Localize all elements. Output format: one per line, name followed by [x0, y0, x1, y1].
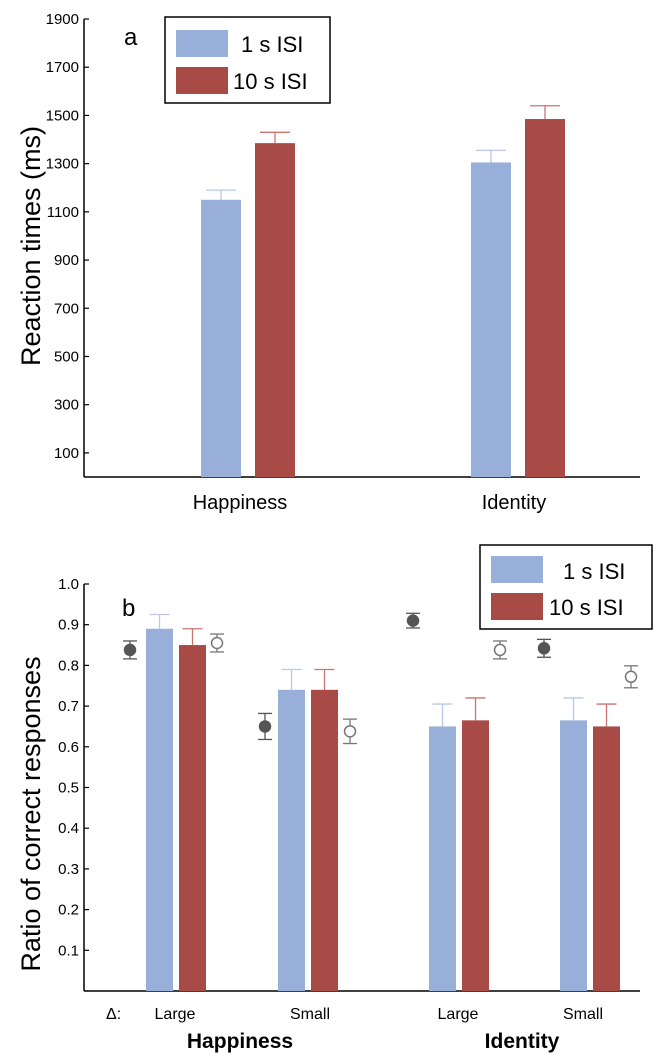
panel-a-legend-swatch-1s — [176, 30, 228, 57]
panel-a-bar — [525, 119, 565, 478]
panel-b-bars — [146, 613, 620, 991]
panel-b-legend-label-1s: 1 s ISI — [563, 559, 625, 584]
panel-b-filled-marker — [537, 642, 551, 655]
panel-b-letter: b — [122, 595, 135, 622]
panel-b-filled-marker — [123, 643, 137, 657]
panel-a-category-identity: Identity — [482, 492, 546, 514]
panel-a-bar — [255, 143, 295, 478]
panel-a-y-axis-label: Reaction times (ms) — [16, 126, 46, 366]
panel-a-y-tick-label: 100 — [54, 445, 79, 462]
panel-a-y-tick-label: 900 — [54, 252, 79, 269]
panel-a-category-happiness: Happiness — [193, 492, 288, 514]
panel-b-open-marker — [493, 643, 507, 657]
panel-a-chart: 100 300 500 700 900 1100 1300 1500 1700 1900 a Re… — [16, 11, 640, 514]
panel-a-bar — [201, 199, 241, 477]
panel-a-y-tick-label: 1300 — [46, 156, 79, 173]
panel-b-markers — [123, 612, 638, 745]
panel-b-legend-label-10s: 10 s ISI — [549, 595, 624, 620]
panel-b-group-happiness: Happiness — [187, 1030, 293, 1053]
panel-a-legend-swatch-10s — [176, 67, 228, 94]
panel-b-y-tick-label: 0.9 — [58, 617, 79, 634]
panel-b-open-marker — [343, 725, 357, 738]
panel-b-open-marker — [624, 670, 638, 684]
panel-b-bar — [462, 720, 489, 991]
panel-b-y-tick-label: 0.4 — [58, 820, 79, 837]
panel-b-filled-marker — [258, 720, 272, 733]
panel-b-y-tick-label: 0.3 — [58, 861, 79, 878]
panel-b-bar — [179, 645, 206, 991]
panel-b-open-marker — [210, 636, 224, 650]
panel-b-y-axis-label: Ratio of correct responses — [16, 656, 46, 971]
panel-b-bar — [278, 689, 305, 991]
panel-a-legend: 1 s ISI 10 s ISI — [164, 16, 331, 104]
panel-b-legend-swatch-10s — [491, 593, 543, 620]
panel-b-sub-happiness-small: Small — [290, 1006, 330, 1023]
panel-b-sub-happiness-large: Large — [155, 1006, 196, 1023]
panel-b-bar — [429, 726, 456, 991]
panel-a-y-tick-label: 1700 — [46, 59, 79, 76]
panel-b-y-tick-label: 0.7 — [58, 698, 79, 715]
panel-b-group-identity: Identity — [485, 1030, 560, 1053]
panel-b-legend-swatch-1s — [491, 556, 543, 583]
panel-a-bars — [201, 105, 565, 478]
panel-a-y-tick-label: 1100 — [47, 204, 79, 221]
panel-b-bar — [311, 689, 338, 991]
panel-b-y-tick-label: 0.5 — [58, 780, 79, 797]
panel-b-sub-identity-small: Small — [563, 1006, 603, 1023]
panel-b-y-tick-label: 0.2 — [58, 902, 79, 919]
panel-b-legend: 1 s ISI 10 s ISI — [479, 544, 653, 630]
panel-b-y-tick-label: 1.0 — [58, 576, 79, 593]
panel-b-y-ticks: 0.1 0.2 0.3 0.4 0.5 0.6 0.7 0.8 0.9 1.0 — [58, 576, 89, 959]
panel-b-bar — [560, 720, 587, 991]
panel-a-legend-label-10s: 10 s ISI — [233, 69, 308, 94]
panel-b-delta-label: Δ: — [106, 1006, 121, 1023]
panel-a-y-ticks: 100 300 500 700 900 1100 1300 1500 1700 1900 — [46, 11, 89, 462]
panel-b-bar — [593, 726, 620, 991]
panel-a-y-tick-label: 1500 — [46, 107, 79, 124]
panel-b-y-tick-label: 0.1 — [58, 942, 79, 959]
panel-a-y-tick-label: 300 — [54, 397, 79, 414]
panel-a-letter: a — [124, 24, 138, 51]
panel-b-chart: 0.1 0.2 0.3 0.4 0.5 0.6 0.7 0.8 0.9 1.0 b Ratio o… — [16, 544, 653, 1053]
panel-a-y-tick-label: 700 — [54, 300, 79, 317]
panel-b-bar — [146, 628, 173, 991]
panel-a-bar — [471, 162, 511, 477]
panel-b-y-tick-label: 0.8 — [58, 657, 79, 674]
panel-a-y-tick-label: 500 — [54, 348, 79, 365]
panel-a-y-tick-label: 1900 — [46, 11, 79, 28]
panel-b-filled-marker — [406, 614, 420, 627]
panel-b-y-tick-label: 0.6 — [58, 739, 79, 756]
panel-b-sub-identity-large: Large — [438, 1006, 479, 1023]
panel-a-legend-label-1s: 1 s ISI — [241, 32, 303, 57]
